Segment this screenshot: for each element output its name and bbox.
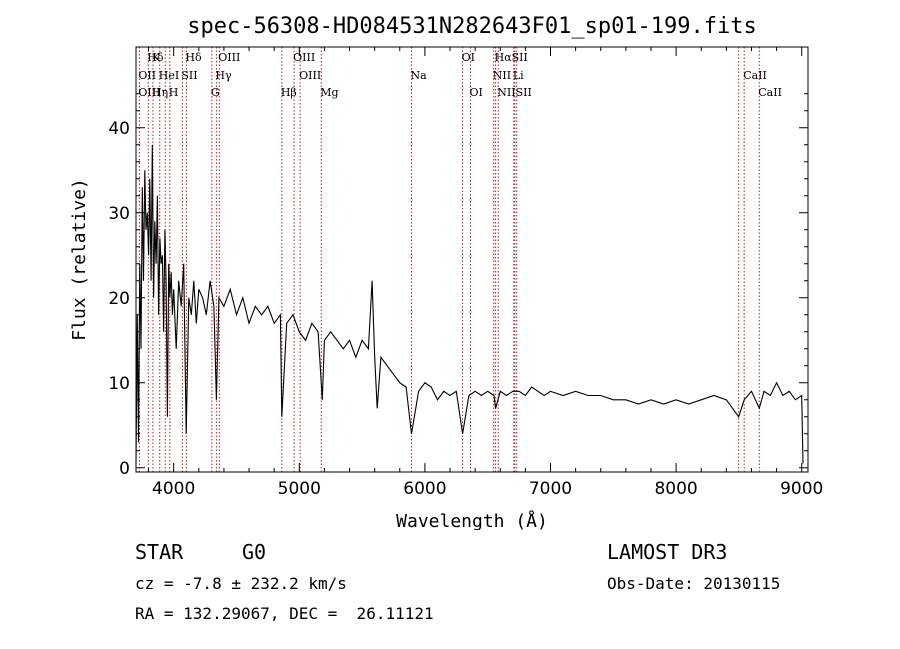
line-label: H [169, 86, 179, 99]
line-label: NII [493, 69, 511, 82]
x-tick-label: 8000 [654, 479, 697, 499]
y-tick-label: 20 [108, 289, 130, 309]
y-tick-label: 30 [108, 204, 130, 224]
line-label: OII [138, 69, 156, 82]
y-tick-label: 0 [119, 459, 130, 479]
line-label: Hβ [281, 86, 297, 99]
line-label: G [211, 86, 220, 99]
line-label: Mg [320, 86, 338, 99]
line-label: Hη [152, 86, 168, 99]
spectrum-line [135, 144, 804, 464]
line-label: OIII [293, 51, 315, 64]
y-axis-label: Flux (relative) [69, 178, 90, 341]
object-type: STAR [135, 540, 184, 564]
line-label: HαSII [495, 51, 528, 64]
x-tick-label: 9000 [780, 479, 823, 499]
y-tick-label: 10 [108, 374, 130, 394]
line-label: Hδ [147, 51, 164, 64]
line-label: OIII [299, 69, 321, 82]
ra-dec: RA = 132.29067, DEC = 26.11121 [135, 604, 434, 623]
line-label: SII [181, 69, 197, 82]
line-label: Na [410, 69, 427, 82]
line-label: Li [513, 69, 524, 82]
line-label: HeI [159, 69, 179, 82]
subclass: G0 [242, 540, 267, 564]
line-label: NIISII [497, 86, 532, 99]
obs-date: Obs-Date: 20130115 [607, 574, 781, 593]
y-tick-label: 40 [108, 119, 130, 139]
line-label: CaII [758, 86, 782, 99]
chart-title: spec-56308-HD084531N282643F01_sp01-199.f… [187, 14, 757, 39]
x-tick-label: 5000 [278, 479, 321, 499]
x-tick-label: 7000 [529, 479, 572, 499]
survey-name: LAMOST DR3 [607, 540, 728, 564]
line-label: OIII [218, 51, 240, 64]
line-label: K [152, 51, 161, 64]
x-axis-label: Wavelength (Å) [396, 510, 548, 530]
line-label: OI [469, 86, 482, 99]
line-label: Hγ [215, 69, 232, 82]
line-label: OI [462, 51, 475, 64]
line-label: OIII [138, 86, 160, 99]
line-label: Hδ [185, 51, 202, 64]
x-tick-label: 4000 [152, 479, 195, 499]
x-tick-label: 6000 [403, 479, 446, 499]
line-label: CaII [743, 69, 767, 82]
plot-frame [135, 46, 809, 473]
spectrum-plot: spec-56308-HD084531N282643F01_sp01-199.f… [69, 14, 823, 530]
redshift-velocity: cz = -7.8 ± 232.2 km/s [135, 574, 347, 593]
